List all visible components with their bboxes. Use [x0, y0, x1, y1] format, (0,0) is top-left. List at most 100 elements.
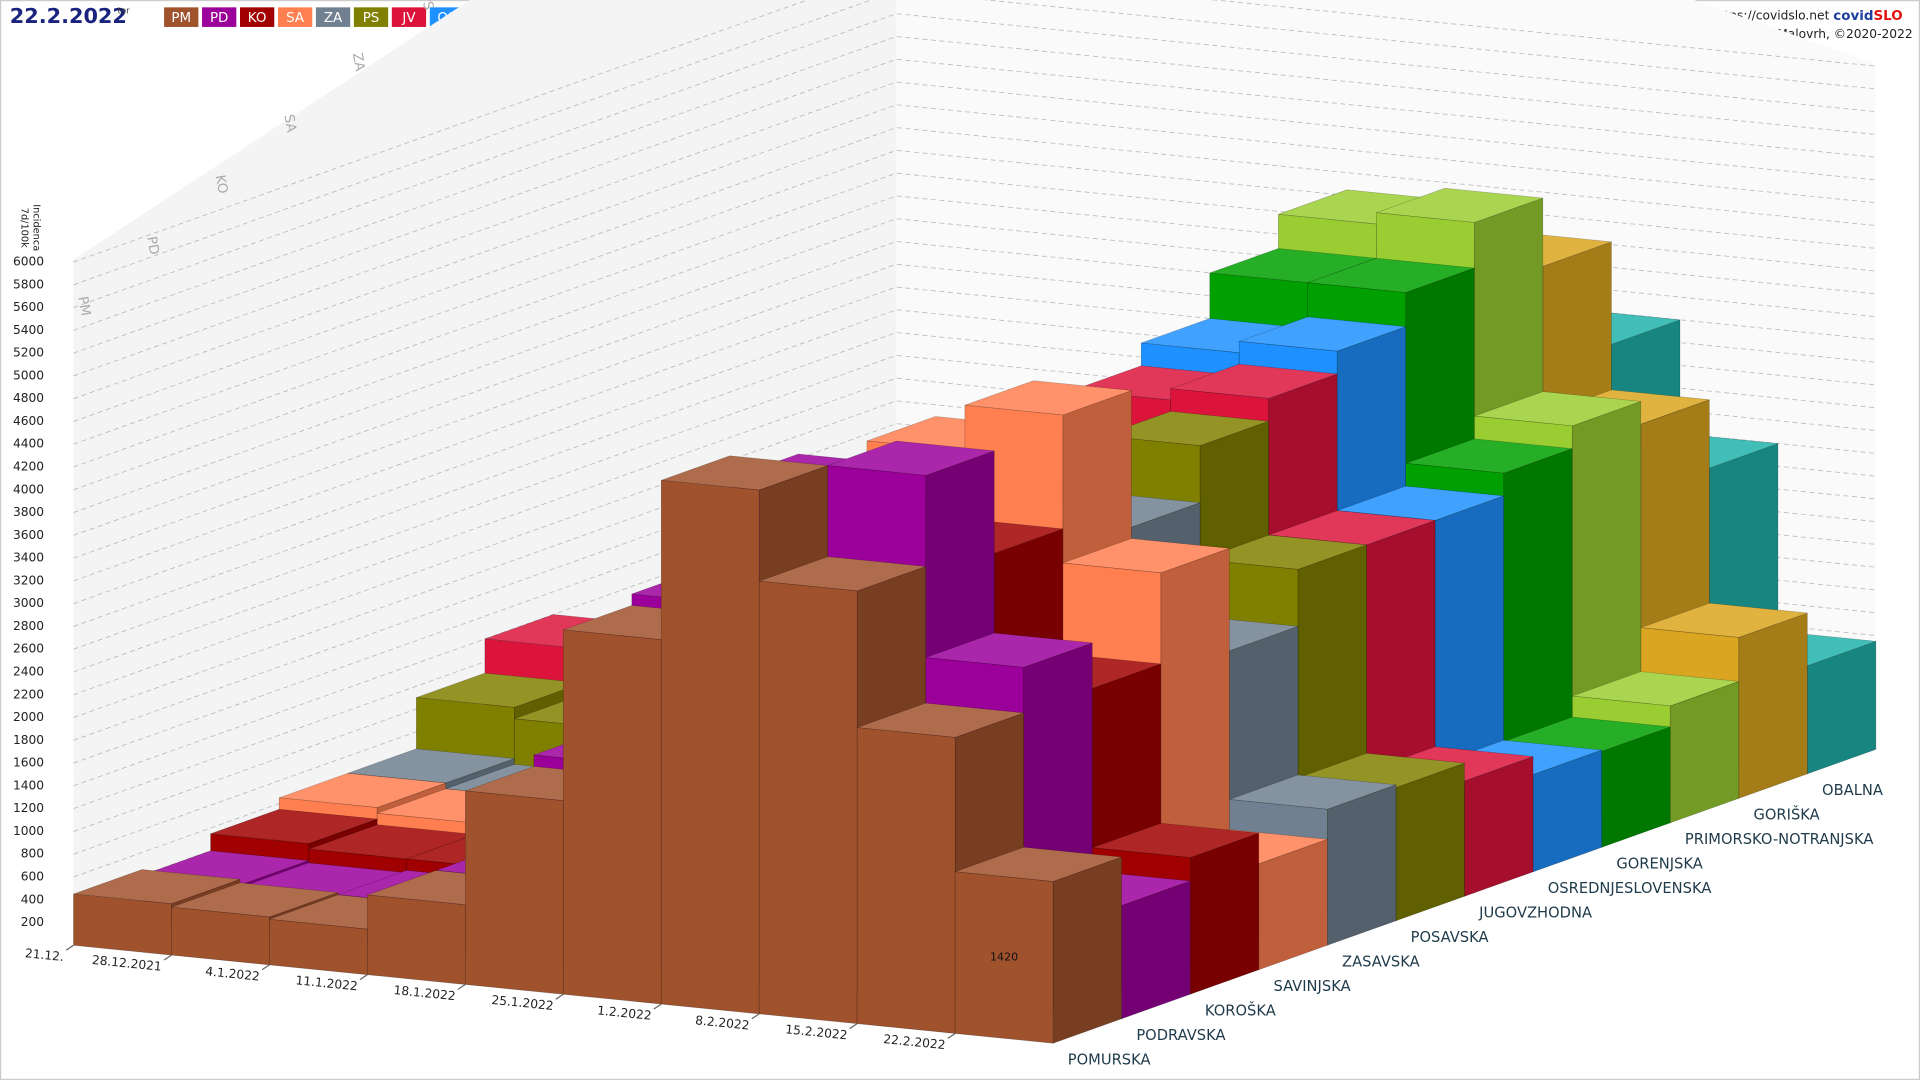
bar-side	[1189, 832, 1260, 995]
x-tick	[261, 964, 270, 971]
bar	[660, 479, 760, 1015]
bar	[758, 580, 858, 1025]
value-label: 1420	[990, 951, 1018, 964]
wall-label: PM	[74, 295, 92, 317]
series-PM: 1420	[73, 455, 1122, 1044]
bar	[269, 919, 368, 976]
x-tick-label: 18.1.2022	[393, 983, 456, 1003]
y-tick-label: 5200	[13, 346, 44, 360]
region-label: OBALNA	[1822, 782, 1883, 799]
value-label-bg	[986, 950, 1022, 965]
y-title-line: Incidenca	[31, 204, 42, 251]
y-tick-label: 400	[21, 892, 44, 906]
wall-label: KO	[212, 174, 230, 195]
bar	[171, 906, 270, 966]
x-tick-label: 1.2.2022	[597, 1003, 653, 1022]
y-tick-label: 5400	[13, 323, 44, 337]
region-label: POMURSKA	[1068, 1051, 1151, 1068]
bar	[562, 629, 662, 1005]
y-tick-label: 1600	[13, 756, 44, 770]
x-tick	[751, 1013, 760, 1020]
legend-label: SA	[286, 11, 305, 26]
bar	[856, 727, 956, 1034]
x-tick	[457, 983, 466, 990]
bar-top	[171, 882, 339, 918]
y-tick-label: 4800	[13, 391, 44, 405]
y-tick-label: 5800	[13, 277, 44, 291]
legend-label: PD	[210, 11, 228, 26]
bar-top	[210, 808, 378, 844]
region-label: KOROŠKA	[1205, 1001, 1276, 1019]
wall-label: SA	[280, 113, 298, 134]
grid-line	[73, 127, 1876, 422]
y-tick-label: 3600	[13, 528, 44, 542]
brand-b: SLO	[1873, 9, 1902, 24]
region-label: ZASAVSKA	[1342, 953, 1420, 970]
region-label: SAVINJSKA	[1273, 978, 1350, 995]
x-tick	[555, 993, 564, 1000]
y-tick-label: 3800	[13, 505, 44, 519]
region-label: PODRAVSKA	[1136, 1027, 1225, 1044]
legend-swatch[interactable]	[164, 7, 199, 27]
grid-line	[73, 0, 1876, 286]
legend-swatch[interactable]	[240, 7, 275, 27]
bar-top	[279, 772, 446, 808]
bar-side	[1669, 680, 1740, 824]
chart-title: 22.2.2022	[10, 4, 127, 28]
bar	[73, 893, 172, 956]
x-tick	[947, 1032, 956, 1039]
legend-label: JV	[401, 11, 416, 26]
region-label: OSREDNJESLOVENSKA	[1548, 880, 1712, 897]
y-tick-label: 1200	[13, 801, 44, 815]
y-tick-label: 2400	[13, 665, 44, 679]
grid-line	[73, 81, 1876, 377]
y-tick-label: 4200	[13, 460, 44, 474]
y-tick-label: 1000	[13, 824, 44, 838]
grid-line	[73, 58, 1876, 354]
legend-swatch[interactable]	[391, 7, 427, 27]
wall-label: PD	[143, 235, 161, 256]
grid-line	[73, 149, 1876, 445]
y-tick-label: 5000	[13, 368, 44, 382]
bar	[367, 894, 466, 985]
grid-line	[73, 0, 1876, 263]
legend-label: ZA	[324, 11, 343, 26]
bar-top	[857, 702, 1024, 738]
legend-swatch[interactable]	[277, 7, 313, 27]
y-tick-label: 800	[21, 847, 44, 861]
x-tick-label: 25.1.2022	[491, 993, 554, 1013]
bar-top	[1640, 602, 1808, 638]
y-tick-label: 200	[21, 915, 44, 929]
y-tick-label: 4000	[13, 482, 44, 496]
legend-label: PM	[171, 11, 191, 26]
legend-swatch[interactable]	[202, 7, 237, 27]
x-tick	[849, 1023, 858, 1030]
y-tick-label: 1800	[13, 733, 44, 747]
bar-top	[1229, 774, 1397, 810]
region-label: JUGOVZHODNA	[1478, 904, 1592, 921]
x-tick-label: 21.12.	[24, 946, 64, 964]
grid-line	[73, 13, 1876, 308]
y-tick-label: 5600	[13, 300, 44, 314]
bar-top	[1307, 257, 1475, 293]
y-tick-label: 2600	[13, 642, 44, 656]
y-tick-label: 4600	[13, 414, 44, 428]
region-label: PRIMORSKO-NOTRANJSKA	[1685, 831, 1874, 848]
y-tick-label: 6000	[13, 255, 44, 269]
region-label: GORIŠKA	[1753, 806, 1819, 824]
bar-top	[1376, 187, 1543, 223]
x-tick-label: 28.12.2021	[91, 953, 162, 974]
bar-top	[925, 632, 1093, 668]
bar-side	[1052, 856, 1122, 1044]
bar-top	[73, 869, 241, 905]
region-label: GORENJSKA	[1616, 855, 1702, 872]
legend-label: PS	[363, 11, 380, 26]
x-tick-label: 11.1.2022	[295, 973, 358, 993]
legend-swatch[interactable]	[315, 7, 351, 27]
legend-swatch[interactable]	[353, 7, 389, 27]
y-tick-label: 2000	[13, 710, 44, 724]
wall-label: PS	[418, 0, 436, 11]
y-title-line: 7d/100k	[18, 208, 29, 248]
